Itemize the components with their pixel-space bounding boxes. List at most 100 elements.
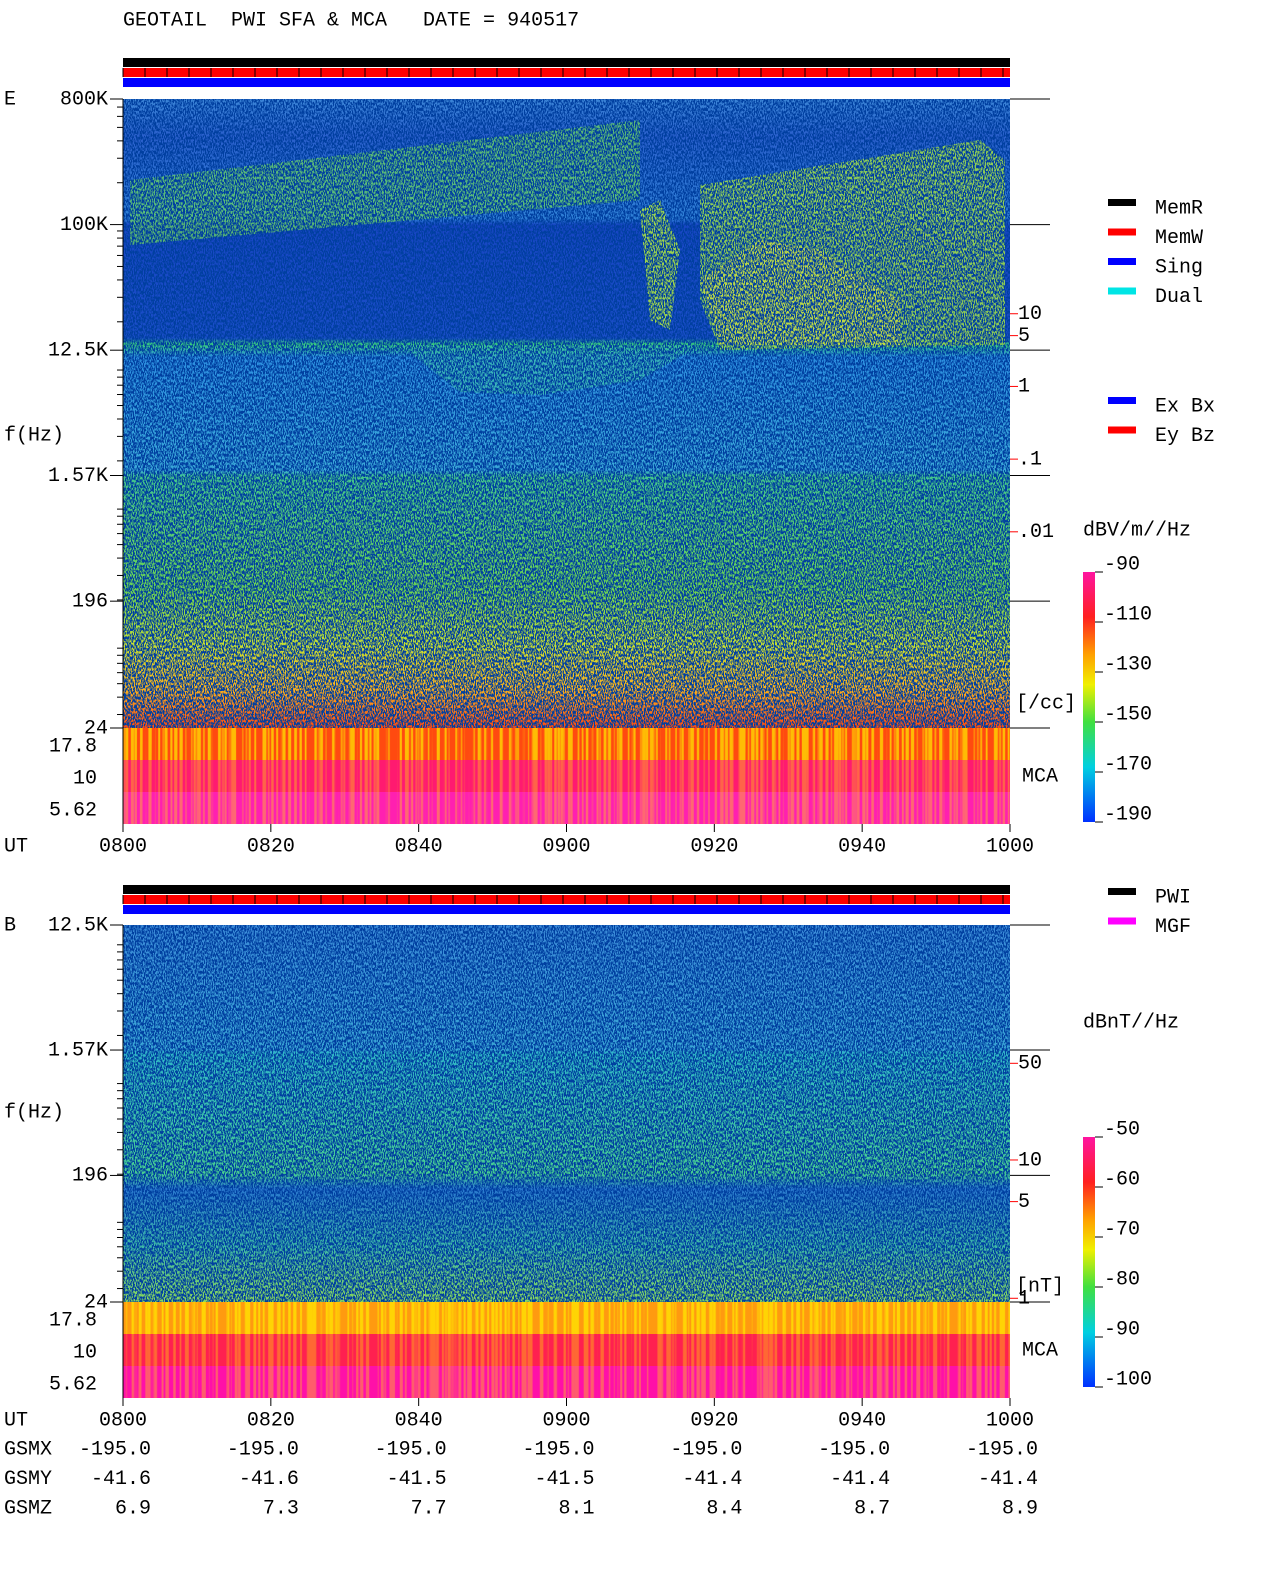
- y2-tick-label: .01: [1018, 521, 1054, 544]
- ephemeris-value: 8.4: [706, 1497, 742, 1520]
- ephemeris-value: -195.0: [227, 1438, 299, 1461]
- y2-tick-label: .1: [1018, 448, 1042, 471]
- ephemeris-value: -41.5: [534, 1468, 594, 1491]
- legend-label: MemW: [1155, 227, 1203, 250]
- status-bar: [123, 58, 1010, 67]
- ephemeris-value: 7.7: [411, 1497, 447, 1520]
- y-tick-label: 24: [84, 1291, 108, 1314]
- mca-channel-label: 17.8: [49, 735, 97, 758]
- y2-tick-label: 50: [1018, 1053, 1042, 1076]
- legend-label: PWI: [1155, 886, 1191, 909]
- spectrogram-noise: [123, 99, 1010, 728]
- mca-stripes: [123, 1366, 1010, 1398]
- colorbar-tick-label: -100: [1104, 1368, 1152, 1391]
- ephemeris-value: -41.4: [978, 1468, 1038, 1491]
- y2-tick-label: 5: [1018, 325, 1030, 348]
- x-tick-label: 0920: [690, 835, 738, 858]
- mca-channel-label: 10: [73, 1341, 97, 1364]
- status-bar: [123, 78, 1010, 87]
- legend-swatch: [1108, 228, 1136, 236]
- ephemeris-name: GSMZ: [4, 1497, 52, 1520]
- colorbar: [1083, 572, 1095, 822]
- ephemeris-value: -41.4: [830, 1468, 890, 1491]
- colorbar-tick-label: -130: [1104, 653, 1152, 676]
- ephemeris-value: -195.0: [522, 1438, 594, 1461]
- mca-label: MCA: [1022, 765, 1058, 788]
- y2-tick-label: 10: [1018, 1149, 1042, 1172]
- status-bar: [123, 895, 1010, 904]
- x-tick-label: 0840: [395, 835, 443, 858]
- legend-label: Sing: [1155, 256, 1203, 279]
- colorbar-tick-label: -60: [1104, 1168, 1140, 1191]
- legend-label: Dual: [1155, 286, 1203, 309]
- y2-axis-label: [/cc]: [1016, 692, 1076, 715]
- mca-channel-label: 5.62: [49, 799, 97, 822]
- legend-swatch: [1108, 426, 1136, 434]
- colorbar-tick-label: -110: [1104, 603, 1152, 626]
- legend-swatch: [1108, 397, 1136, 404]
- ephemeris-value: 8.9: [1002, 1497, 1038, 1520]
- mca-stripes: [123, 1302, 1010, 1334]
- x-axis-label: UT: [4, 835, 28, 858]
- status-bar: [123, 68, 1010, 77]
- legend-swatch: [1108, 258, 1136, 265]
- x-tick-label: 0840: [395, 1409, 443, 1432]
- ephemeris-value: -41.6: [91, 1468, 151, 1491]
- y-tick-label: 24: [84, 717, 108, 740]
- mca-stripes: [123, 1334, 1010, 1366]
- x-tick-label: 0800: [99, 1409, 147, 1432]
- y2-axis-label: [nT]: [1016, 1275, 1064, 1298]
- page-title: GEOTAIL PWI SFA & MCA DATE = 940517: [123, 9, 579, 32]
- colorbar-tick-label: -50: [1104, 1118, 1140, 1141]
- x-tick-label: 0900: [542, 1409, 590, 1432]
- x-tick-label: 0820: [247, 835, 295, 858]
- x-tick-label: 0920: [690, 1409, 738, 1432]
- ephemeris-name: GSMX: [4, 1438, 52, 1461]
- y-tick-label: 196: [72, 590, 108, 613]
- mca-channel-label: 5.62: [49, 1373, 97, 1396]
- legend-label: MGF: [1155, 916, 1191, 939]
- colorbar-label: dBV/m//Hz: [1083, 519, 1191, 542]
- y-tick-label: 1.57K: [48, 1039, 108, 1062]
- ephemeris-value: -41.5: [387, 1468, 447, 1491]
- mca-stripes: [123, 792, 1010, 824]
- ephemeris-value: -41.4: [682, 1468, 742, 1491]
- mca-stripes: [123, 728, 1010, 760]
- colorbar-label: dBnT//Hz: [1083, 1011, 1179, 1034]
- legend-label: Ex Bx: [1155, 395, 1215, 418]
- ephemeris-value: -195.0: [966, 1438, 1038, 1461]
- status-bar: [123, 885, 1010, 894]
- ephemeris-value: 7.3: [263, 1497, 299, 1520]
- x-tick-label: 0940: [838, 1409, 886, 1432]
- legend-label: Ey Bz: [1155, 425, 1215, 448]
- ephemeris-name: GSMY: [4, 1468, 52, 1491]
- y-axis-label: f(Hz): [4, 1101, 64, 1124]
- y-tick-label: 12.5K: [48, 914, 108, 937]
- y-tick-label: 196: [72, 1165, 108, 1188]
- colorbar-tick-label: -150: [1104, 703, 1152, 726]
- ephemeris-value: -195.0: [818, 1438, 890, 1461]
- x-tick-label: 0900: [542, 835, 590, 858]
- x-tick-label: 0820: [247, 1409, 295, 1432]
- ephemeris-value: 8.7: [854, 1497, 890, 1520]
- y-tick-label: 12.5K: [48, 339, 108, 362]
- ephemeris-value: 8.1: [558, 1497, 594, 1520]
- mca-channel-label: 10: [73, 767, 97, 790]
- y2-tick-label: 1: [1018, 376, 1030, 399]
- panel-label: E: [4, 88, 16, 111]
- mca-stripes: [123, 760, 1010, 792]
- y-axis-label: f(Hz): [4, 424, 64, 447]
- y2-tick-label: 1: [1018, 1288, 1030, 1311]
- colorbar-tick-label: -190: [1104, 803, 1152, 826]
- panel-label: B: [4, 914, 16, 937]
- x-tick-label: 1000: [986, 835, 1034, 858]
- colorbar-tick-label: -70: [1104, 1218, 1140, 1241]
- ephemeris-value: -195.0: [375, 1438, 447, 1461]
- mca-label: MCA: [1022, 1339, 1058, 1362]
- spectrogram-noise: [123, 925, 1010, 1302]
- ephemeris-value: -41.6: [239, 1468, 299, 1491]
- x-tick-label: 0800: [99, 835, 147, 858]
- ephemeris-value: -195.0: [670, 1438, 742, 1461]
- colorbar-tick-label: -90: [1104, 1318, 1140, 1341]
